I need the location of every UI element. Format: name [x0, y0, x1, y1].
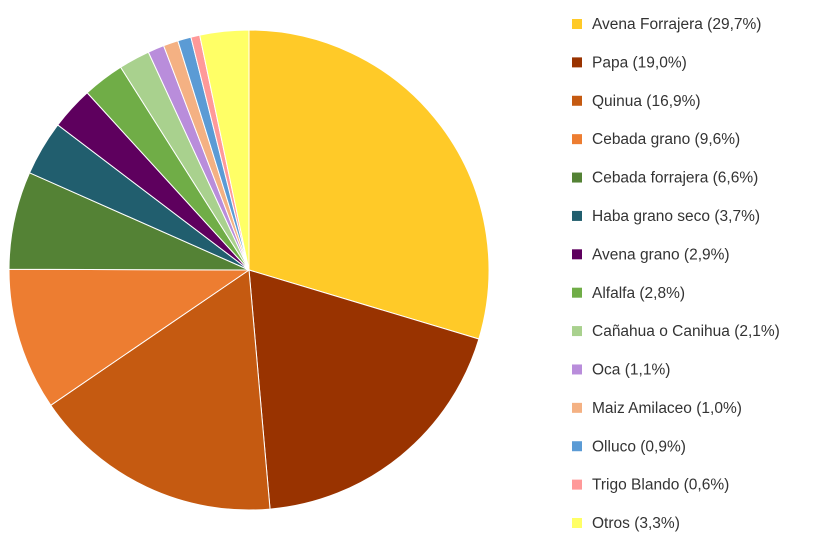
- legend-label: Trigo Blando (0,6%): [592, 477, 729, 494]
- legend-label: Maiz Amilaceo (1,0%): [592, 400, 742, 417]
- legend-swatch: [572, 287, 582, 298]
- pie-slice: [50, 269, 271, 511]
- legend-swatch: [572, 479, 582, 490]
- legend-swatch: [572, 134, 582, 145]
- legend-swatch: [572, 326, 582, 337]
- legend-label: Otros (3,3%): [592, 515, 680, 532]
- pie-slice: [248, 29, 490, 340]
- legend-label: Cebada grano (9,6%): [592, 131, 740, 148]
- legend-swatch: [572, 364, 582, 375]
- legend-label: Olluco (0,9%): [592, 438, 686, 455]
- legend-swatch: [572, 518, 582, 528]
- legend-swatch: [572, 210, 582, 221]
- pie-slice: [248, 269, 480, 510]
- legend-label: Alfalfa (2,8%): [592, 285, 685, 302]
- legend-label: Cebada forrajera (6,6%): [592, 170, 758, 187]
- legend-swatch: [572, 402, 582, 413]
- pie-slice: [199, 29, 250, 271]
- legend-swatch: [572, 249, 582, 260]
- legend-swatch: [572, 441, 582, 452]
- legend-swatch: [572, 19, 582, 29]
- pie-slice: [8, 268, 251, 406]
- legend-label: Avena grano (2,9%): [592, 246, 730, 263]
- legend-label: Papa (19,0%): [592, 54, 687, 71]
- legend-label: Cañahua o Canihua (2,1%): [592, 323, 780, 340]
- legend-label: Avena Forrajera (29,7%): [592, 16, 761, 33]
- legend-label: Haba grano seco (3,7%): [592, 208, 760, 225]
- legend-swatch: [572, 95, 582, 106]
- legend-swatch: [572, 172, 582, 183]
- legend-label: Quinua (16,9%): [592, 93, 701, 110]
- legend-label: Oca (1,1%): [592, 362, 670, 379]
- legend-swatch: [572, 57, 582, 68]
